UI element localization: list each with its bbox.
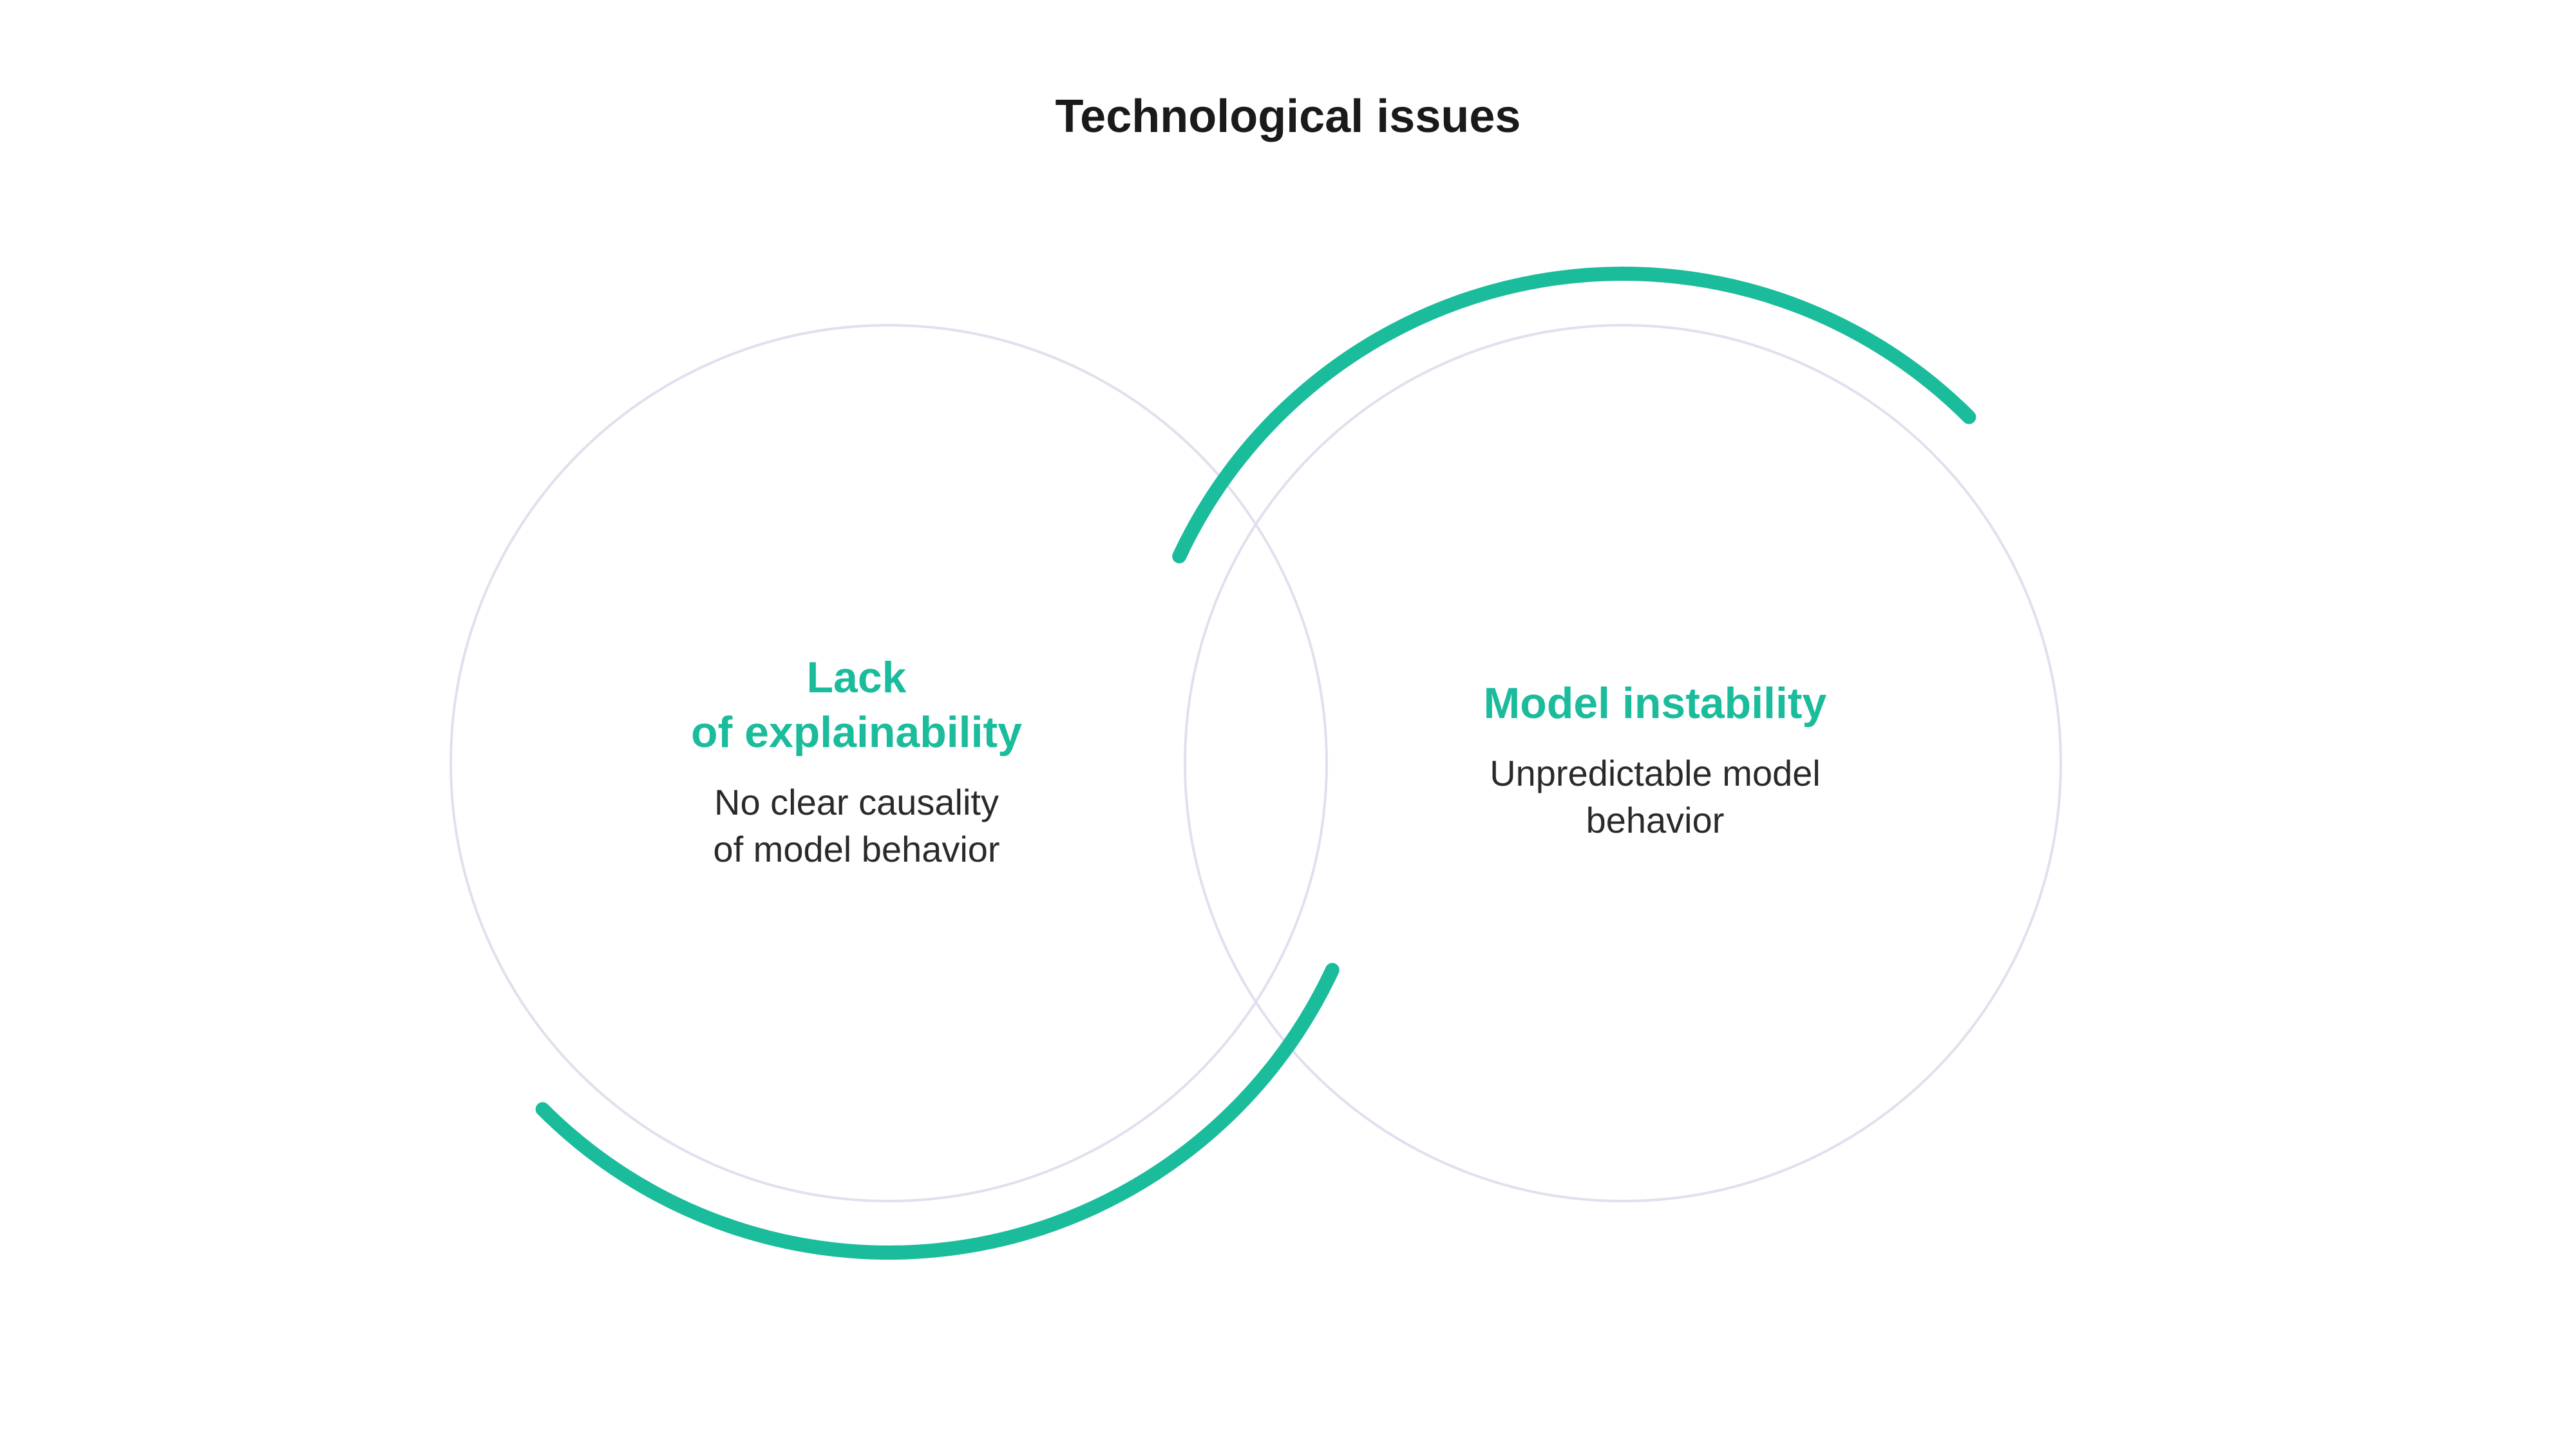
- right-sub-line1: Unpredictable model: [1490, 753, 1821, 793]
- left-heading-line1: Lack: [806, 653, 906, 702]
- right-heading-line1: Model instability: [1484, 679, 1827, 728]
- left-circle-heading: Lack of explainability: [691, 650, 1022, 760]
- right-circle-heading: Model instability: [1484, 676, 1827, 731]
- left-circle-text: Lack of explainability No clear causalit…: [567, 650, 1146, 873]
- left-sub-line2: of model behavior: [713, 829, 999, 869]
- left-heading-line2: of explainability: [691, 708, 1022, 757]
- venn-diagram: [0, 0, 2576, 1449]
- left-circle-subtext: No clear causality of model behavior: [713, 779, 999, 873]
- right-sub-line2: behavior: [1586, 800, 1725, 840]
- left-sub-line1: No clear causality: [714, 782, 999, 822]
- right-circle-text: Model instability Unpredictable model be…: [1365, 676, 1945, 844]
- left-accent-arc: [543, 970, 1332, 1253]
- right-accent-arc: [1179, 274, 1969, 556]
- right-circle-subtext: Unpredictable model behavior: [1490, 750, 1821, 844]
